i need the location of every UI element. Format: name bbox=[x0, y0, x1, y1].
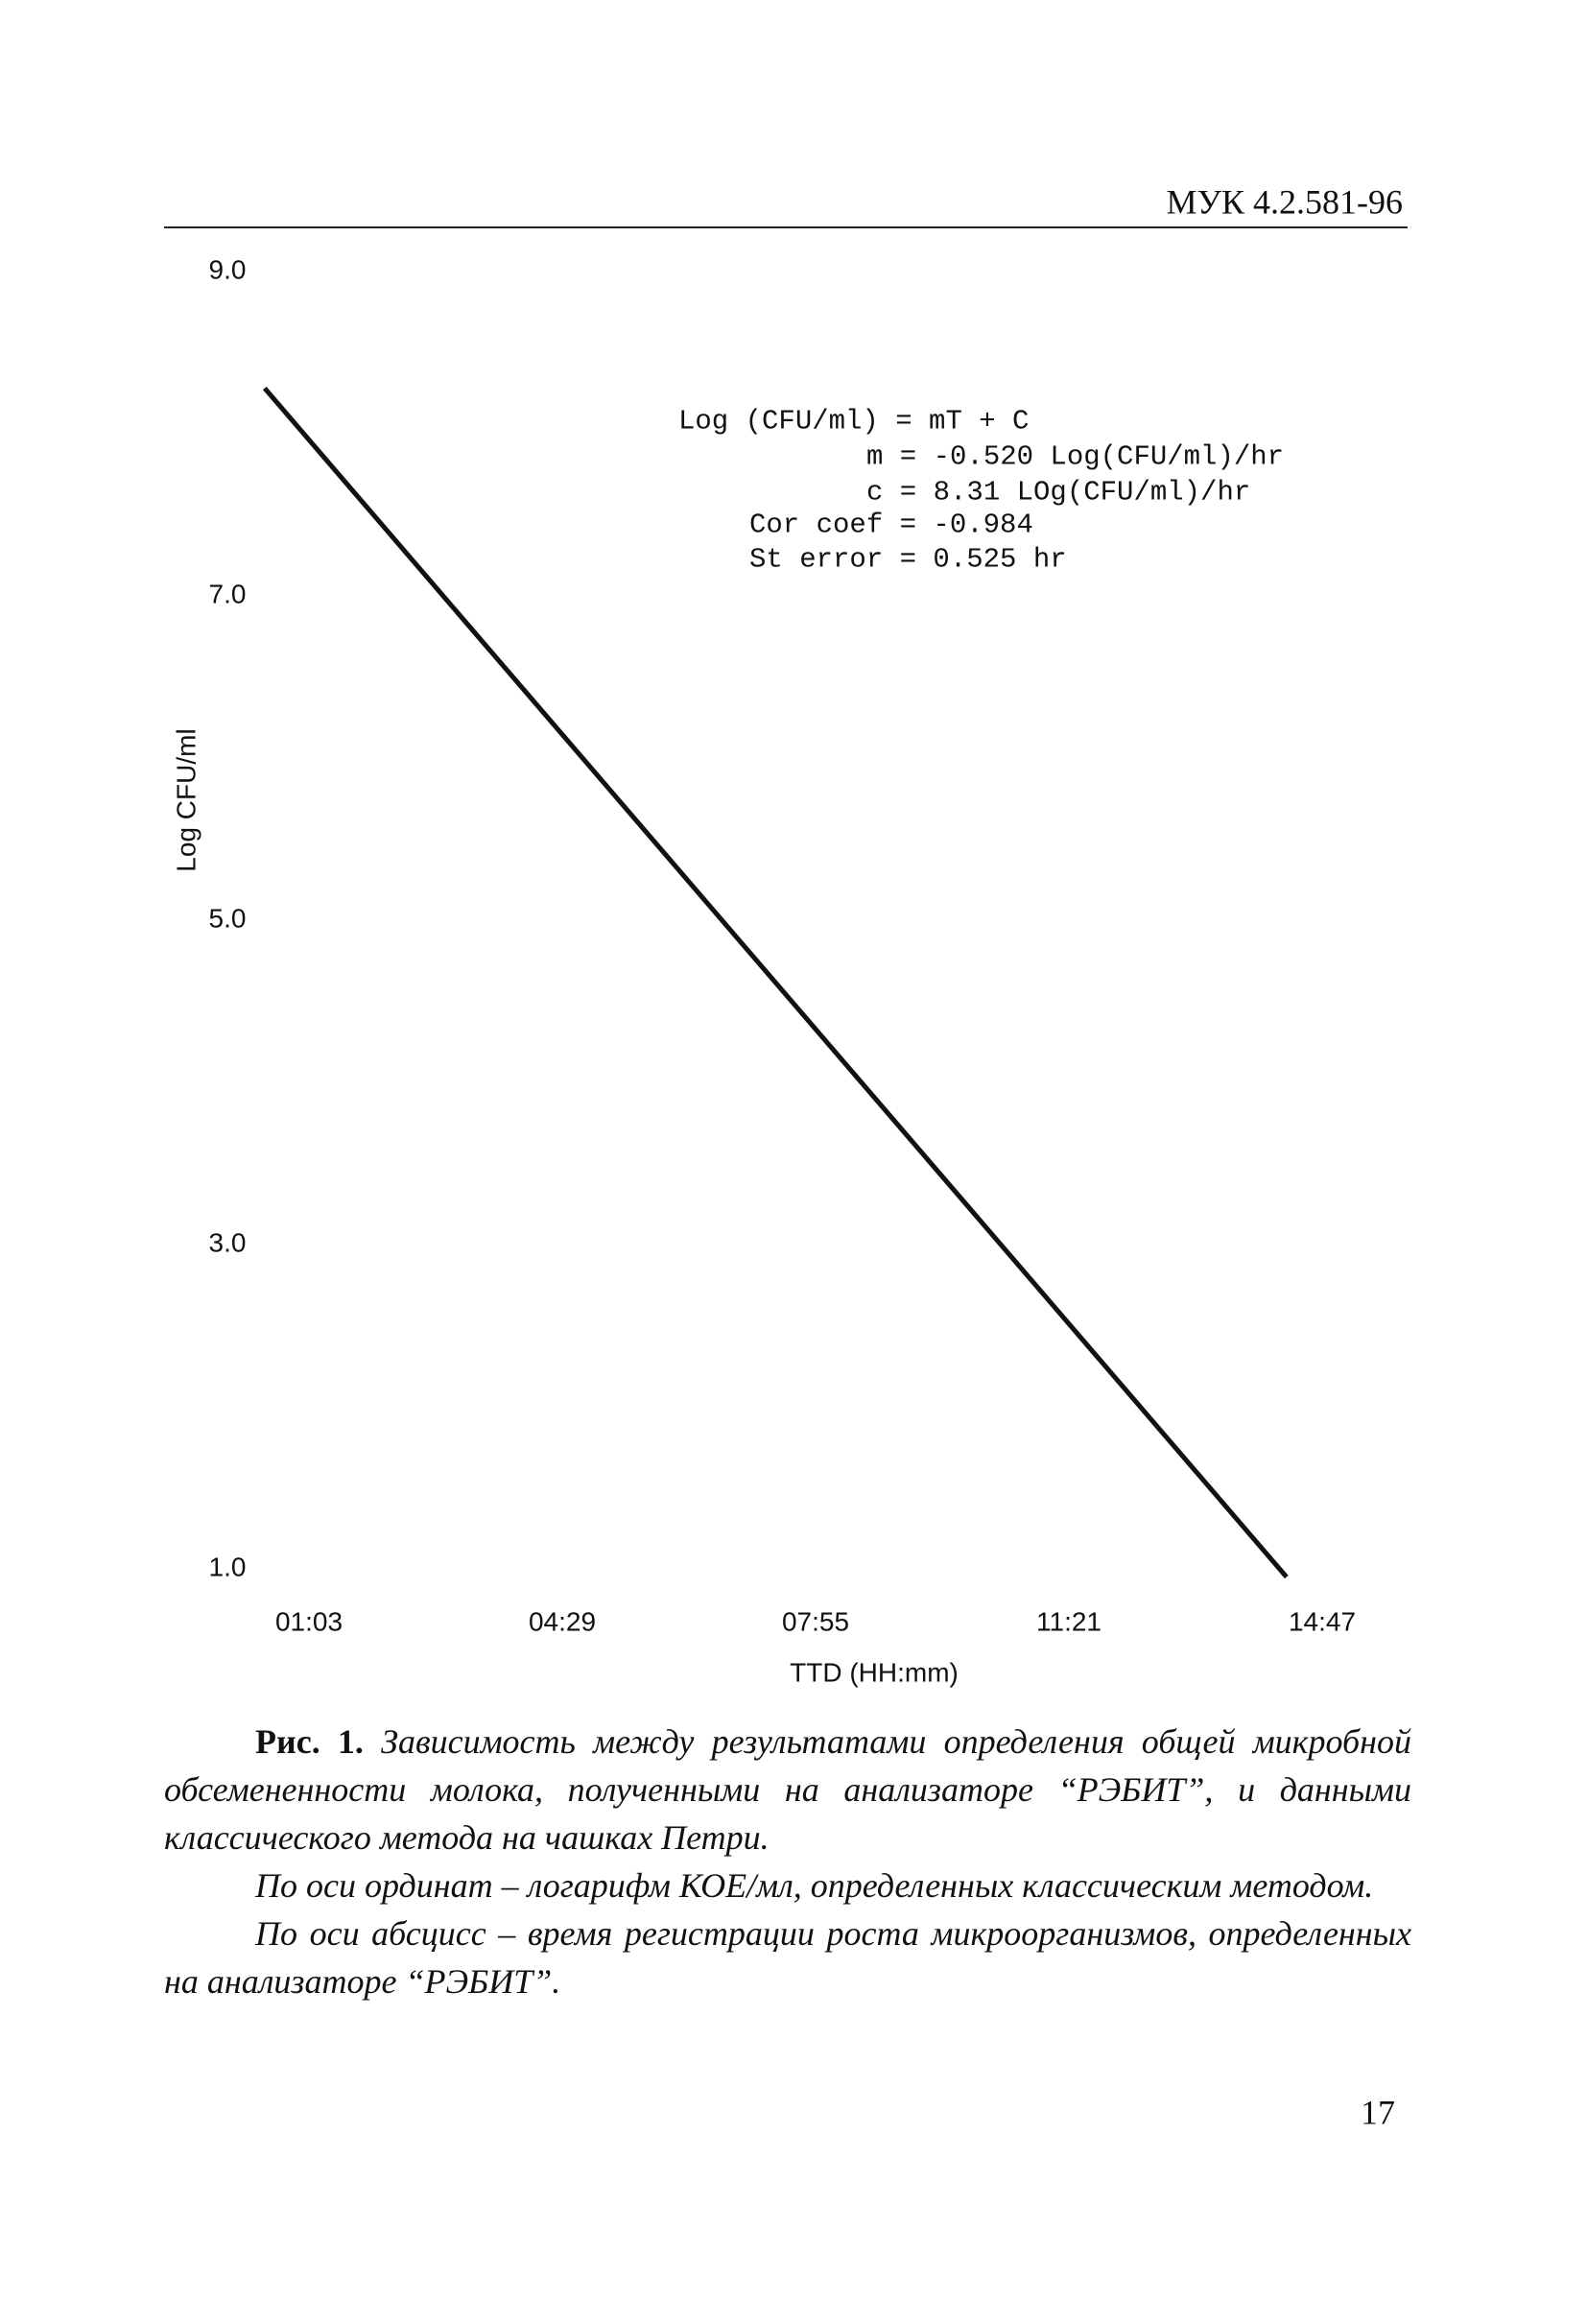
x-tick-label: 14:47 bbox=[1289, 1606, 1356, 1636]
x-axis-label: TTD (HH:mm) bbox=[790, 1657, 959, 1687]
caption: Рис. 1. Зависимость между результатами о… bbox=[164, 1718, 1411, 2005]
x-tick-label: 07:55 bbox=[782, 1606, 849, 1636]
y-tick-label: 7.0 bbox=[209, 579, 247, 608]
annotation: m = -0.520 Log(CFU/ml)/hr bbox=[866, 441, 1284, 473]
data-line bbox=[262, 387, 1289, 1579]
annotation: St error = 0.525 hr bbox=[749, 544, 1067, 576]
y-axis-label: Log CFU/ml bbox=[171, 728, 201, 871]
annotation: Log (CFU/ml) = mT + C bbox=[678, 406, 1029, 438]
caption-text: Зависимость между результатами определен… bbox=[164, 1722, 1411, 1857]
y-tick-label: 9.0 bbox=[209, 254, 247, 284]
annotation: Cor coef = -0.984 bbox=[749, 510, 1033, 541]
page-number: 17 bbox=[1361, 2093, 1395, 2131]
x-tick-label: 04:29 bbox=[529, 1606, 596, 1636]
caption-paragraph: Рис. 1. Зависимость между результатами о… bbox=[164, 1718, 1411, 1862]
y-tick-label: 5.0 bbox=[209, 903, 247, 933]
header: МУК 4.2.581-96 bbox=[1167, 182, 1404, 221]
y-tick-label: 3.0 bbox=[209, 1227, 247, 1257]
x-tick-label: 01:03 bbox=[275, 1606, 343, 1636]
y-tick-label: 1.0 bbox=[209, 1552, 247, 1581]
caption-paragraph: По оси абсцисс – время регистрации роста… bbox=[164, 1914, 1411, 2001]
x-tick-label: 11:21 bbox=[1036, 1606, 1101, 1636]
annotation: c = 8.31 LOg(CFU/ml)/hr bbox=[866, 477, 1250, 509]
caption-label: Рис. 1. bbox=[255, 1722, 364, 1761]
caption-paragraph: По оси ординат – логарифм КОЕ/мл, опреде… bbox=[255, 1866, 1374, 1905]
